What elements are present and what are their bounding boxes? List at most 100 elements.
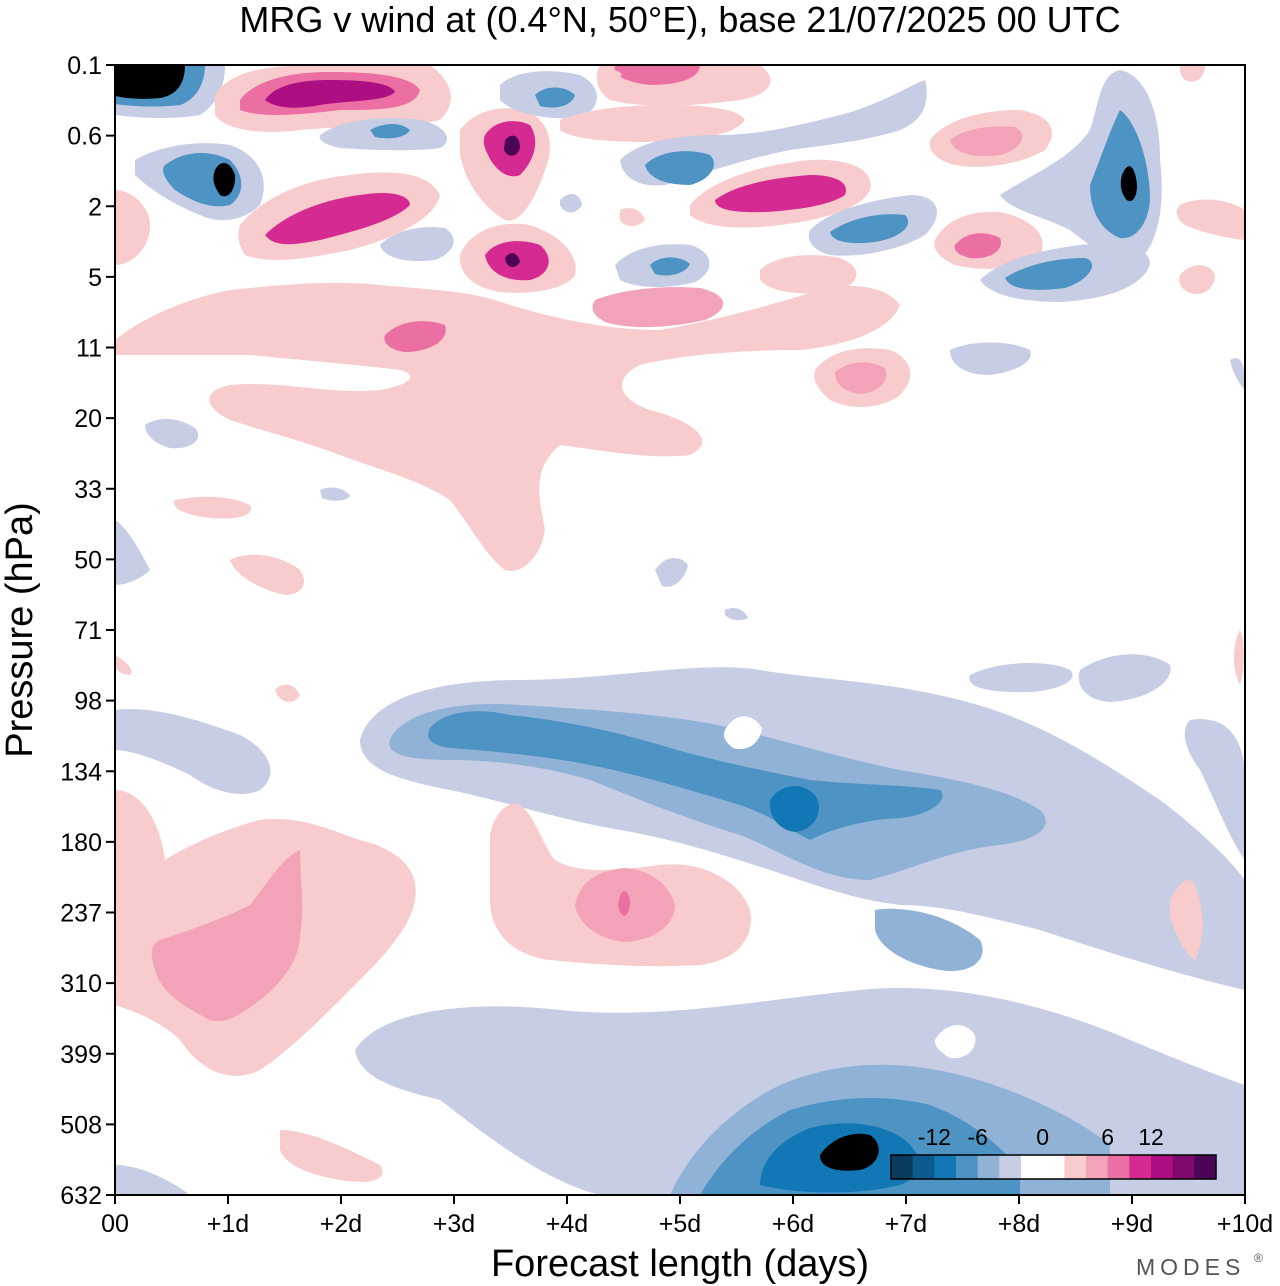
y-tick-label: 237 xyxy=(60,900,102,928)
y-tick-label: 5 xyxy=(88,264,102,292)
contour-region xyxy=(1180,65,1205,82)
contour-region xyxy=(320,487,350,501)
y-tick-label: 0.6 xyxy=(67,123,102,151)
contour-region xyxy=(760,255,857,294)
contour-region xyxy=(505,253,520,267)
contour-region xyxy=(954,233,1001,259)
contour-region xyxy=(370,124,410,139)
legend-swatch xyxy=(1151,1155,1174,1179)
contour-fields xyxy=(115,65,1245,1195)
contour-region xyxy=(220,308,239,326)
contour-region xyxy=(384,321,446,352)
y-tick-label: 71 xyxy=(74,617,102,645)
y-tick-label: 310 xyxy=(60,970,102,998)
contour-region xyxy=(560,193,582,213)
y-axis-title: Pressure (hPa) xyxy=(0,502,41,758)
legend-swatch xyxy=(1021,1155,1044,1179)
contour-region xyxy=(280,1130,383,1182)
x-tick-label: +4d xyxy=(546,1210,588,1238)
contour-region xyxy=(1176,199,1245,240)
y-tick-label: 180 xyxy=(60,829,102,857)
contour-region xyxy=(1179,265,1215,295)
legend-swatch xyxy=(1172,1155,1195,1179)
y-tick-label: 508 xyxy=(60,1111,102,1139)
legend-swatch xyxy=(999,1155,1022,1179)
contour-region xyxy=(614,65,700,85)
legend-swatch xyxy=(934,1155,957,1179)
contour-region xyxy=(1184,719,1245,860)
contour-region xyxy=(620,208,645,226)
legend-swatch xyxy=(912,1155,935,1179)
legend-swatch xyxy=(977,1155,1000,1179)
x-tick-label: +8d xyxy=(998,1210,1040,1238)
contour-region xyxy=(115,1165,190,1195)
legend: -12 -6 0 6 12 xyxy=(890,1124,1217,1180)
contour-region xyxy=(115,709,271,795)
contour-region xyxy=(355,422,438,465)
y-axis-ticks: 0.1 0.6 2 5 11 20 33 50 71 98 134 180 237 310 399 508 63… xyxy=(60,52,115,1210)
contour-region xyxy=(875,908,983,971)
legend-frame xyxy=(890,1154,1217,1180)
legend-label: 0 xyxy=(1036,1124,1049,1150)
legend-swatch xyxy=(1064,1155,1087,1179)
contour-region xyxy=(835,362,887,394)
legend-swatch xyxy=(956,1155,979,1179)
contour-region xyxy=(715,175,846,213)
contour-region xyxy=(1078,654,1171,702)
legend-swatch xyxy=(1042,1155,1065,1179)
contour-region xyxy=(275,684,300,702)
contour-region xyxy=(115,65,185,99)
legend-swatch xyxy=(1194,1155,1217,1179)
contour-region xyxy=(950,342,1031,375)
x-tick-label: +1d xyxy=(207,1210,249,1238)
contour-region xyxy=(592,287,724,328)
contour-region xyxy=(380,227,454,262)
contour-region xyxy=(655,558,688,587)
contour-region xyxy=(145,418,199,449)
contour-region xyxy=(1230,358,1245,390)
legend-swatch xyxy=(891,1155,914,1179)
x-tick-label: +6d xyxy=(772,1210,814,1238)
contour-region xyxy=(969,663,1073,693)
contour-region xyxy=(1005,258,1093,290)
legend-swatch xyxy=(1086,1155,1109,1179)
x-tick-label: +9d xyxy=(1111,1210,1153,1238)
legend-label: -12 xyxy=(918,1124,951,1150)
contour-region xyxy=(174,496,251,519)
legend-swatch xyxy=(1129,1155,1152,1179)
chart-title: MRG v wind at (0.4°N, 50°E), base 21/07/… xyxy=(239,0,1120,40)
legend-label: -6 xyxy=(967,1124,987,1150)
x-tick-label: +10d xyxy=(1217,1210,1273,1238)
y-tick-label: 2 xyxy=(88,193,102,221)
x-axis-ticks: 00 +1d +2d +3d +4d +5d +6d +7d +8d +9d +10d xyxy=(101,1195,1273,1238)
contour-region xyxy=(265,80,395,108)
y-tick-label: 50 xyxy=(74,546,102,574)
contour-region xyxy=(115,520,150,585)
x-tick-label: +3d xyxy=(433,1210,475,1238)
x-tick-label: +7d xyxy=(885,1210,927,1238)
x-tick-label: 00 xyxy=(101,1210,129,1238)
contour-region xyxy=(830,214,909,244)
contour-region xyxy=(769,785,819,832)
contour-region xyxy=(1090,110,1150,239)
contour-region xyxy=(650,257,690,276)
x-axis-title: Forecast length (days) xyxy=(491,1243,869,1285)
contour-region xyxy=(560,105,745,142)
contour-region xyxy=(1170,880,1203,960)
contour-region xyxy=(600,69,622,78)
y-tick-label: 98 xyxy=(74,688,102,716)
contour-region xyxy=(610,408,636,421)
contour-region xyxy=(265,193,410,245)
legend-label: 6 xyxy=(1101,1124,1114,1150)
contour-region xyxy=(950,126,1023,157)
contour-region xyxy=(1120,166,1137,202)
contour-region xyxy=(213,163,236,197)
y-tick-label: 33 xyxy=(74,476,102,504)
y-tick-label: 399 xyxy=(60,1041,102,1069)
y-tick-label: 11 xyxy=(76,335,102,363)
legend-swatch xyxy=(1107,1155,1130,1179)
contour-region xyxy=(115,190,150,265)
contour-region xyxy=(618,890,630,916)
contour-region xyxy=(115,282,900,571)
contour-region xyxy=(230,554,305,595)
